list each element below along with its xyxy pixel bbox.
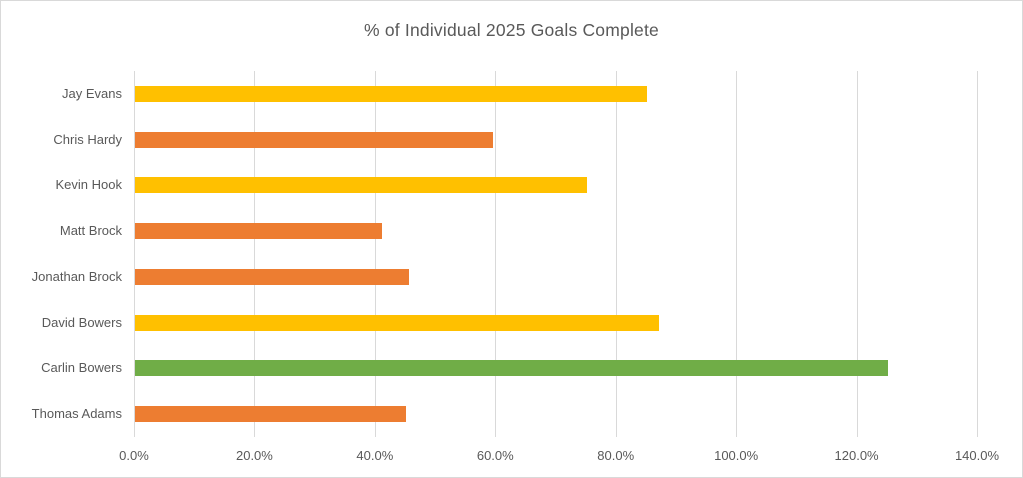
bar-david-bowers[interactable] xyxy=(135,314,659,331)
category-label-thomas-adams: Thomas Adams xyxy=(31,406,122,422)
bar-jonathan-brock[interactable] xyxy=(135,268,409,285)
gridline-40pct xyxy=(374,71,376,437)
bar-chris-hardy[interactable] xyxy=(135,131,494,148)
category-label-matt-brock: Matt Brock xyxy=(59,223,122,239)
gridline-140pct xyxy=(977,71,978,437)
x-axis-tick-label: 140.0% xyxy=(954,448,1000,463)
gridline-100pct xyxy=(736,71,738,437)
bar-matt-brock[interactable] xyxy=(135,223,382,240)
category-label-kevin-hook: Kevin Hook xyxy=(55,177,122,193)
category-label-jay-evans: Jay Evans xyxy=(62,85,122,101)
chart-title: % of Individual 2025 Goals Complete xyxy=(364,20,659,40)
gridline-120pct xyxy=(856,71,858,437)
x-axis-tick-label: 40.0% xyxy=(356,448,394,463)
gridline-20pct xyxy=(254,71,256,437)
gridline-60pct xyxy=(495,71,497,437)
gridline-80pct xyxy=(615,71,617,437)
x-axis-tick-label: 100.0% xyxy=(714,448,759,463)
category-label-jonathan-brock: Jonathan Brock xyxy=(31,268,122,284)
category-label-david-bowers: David Bowers xyxy=(41,314,122,330)
category-label-carlin-bowers: Carlin Bowers xyxy=(41,360,122,376)
bar-carlin-bowers[interactable] xyxy=(135,360,888,377)
x-axis-tick-label: 60.0% xyxy=(476,448,514,463)
bar-jay-evans[interactable] xyxy=(135,85,647,102)
x-axis-tick-label: 80.0% xyxy=(597,448,635,463)
bar-kevin-hook[interactable] xyxy=(135,177,587,194)
gridline-0pct xyxy=(134,71,135,437)
bar-thomas-adams[interactable] xyxy=(135,406,406,423)
category-label-chris-hardy: Chris Hardy xyxy=(53,131,122,147)
x-axis-tick-label: 0.0% xyxy=(119,448,149,463)
x-axis-tick-label: 120.0% xyxy=(834,448,879,463)
x-axis-tick-label: 20.0% xyxy=(235,448,273,463)
